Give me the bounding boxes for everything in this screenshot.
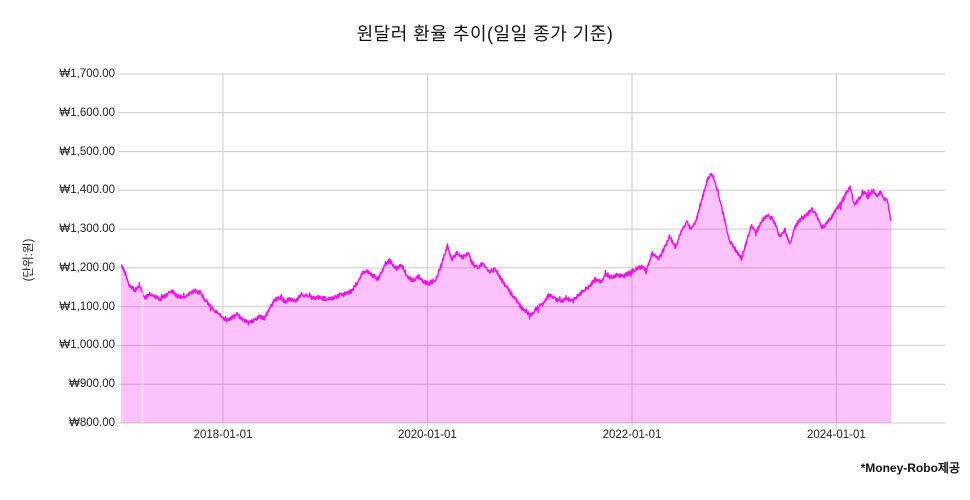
axis-ticks-layer (222, 423, 837, 428)
y-tick-label: ₩900.00 (68, 378, 115, 391)
x-tick-label: 2020-01-01 (397, 429, 457, 441)
y-tick-label: ₩1,200.00 (59, 261, 115, 274)
y-tick-label: ₩1,000.00 (59, 339, 115, 352)
y-tick-label: ₩1,300.00 (59, 223, 115, 236)
y-tick-label: ₩1,400.00 (59, 184, 115, 197)
chart-title: 원달러 환율 추이(일일 종가 기준) (356, 24, 614, 44)
y-tick-label: ₩1,600.00 (59, 106, 115, 119)
exchange-rate-area (121, 173, 892, 423)
x-tick-label: 2024-01-01 (806, 429, 866, 441)
source-attribution: *Money-Robo제공 (860, 461, 960, 475)
y-tick-label: ₩800.00 (68, 417, 115, 429)
exchange-rate-line (120, 173, 892, 326)
gridlines-layer (118, 73, 945, 424)
x-tick-label: 2022-01-01 (602, 429, 662, 441)
y-tick-label: ₩1,700.00 (59, 68, 115, 80)
y-tick-label: ₩1,100.00 (59, 300, 115, 313)
y-tick-label: ₩1,500.00 (59, 145, 115, 158)
x-tick-label: 2018-01-01 (193, 429, 253, 441)
